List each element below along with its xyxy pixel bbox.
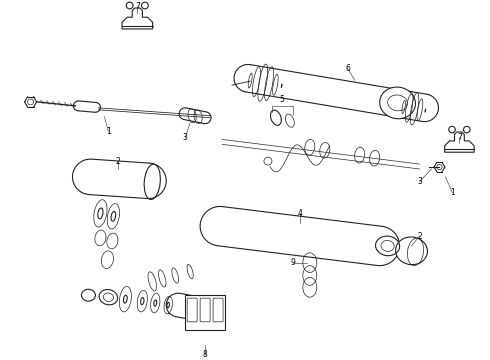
Text: 1: 1 (106, 127, 111, 136)
Text: 1: 1 (450, 188, 455, 197)
FancyBboxPatch shape (185, 295, 225, 330)
Text: 3: 3 (417, 177, 422, 186)
Text: 3: 3 (183, 133, 188, 142)
Text: 4: 4 (297, 209, 302, 218)
Text: 7: 7 (135, 2, 140, 11)
Text: 2: 2 (116, 157, 121, 166)
Ellipse shape (380, 87, 416, 119)
Ellipse shape (395, 237, 427, 265)
Text: 9: 9 (291, 258, 295, 267)
Text: 8: 8 (203, 350, 207, 359)
Text: 2: 2 (417, 231, 422, 240)
Text: 7: 7 (457, 133, 462, 142)
Text: 5: 5 (279, 95, 284, 104)
Text: 6: 6 (345, 64, 350, 73)
